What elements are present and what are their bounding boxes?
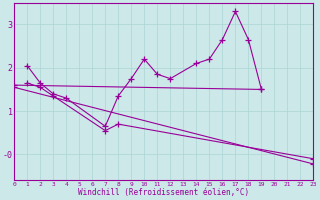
X-axis label: Windchill (Refroidissement éolien,°C): Windchill (Refroidissement éolien,°C) xyxy=(78,188,249,197)
